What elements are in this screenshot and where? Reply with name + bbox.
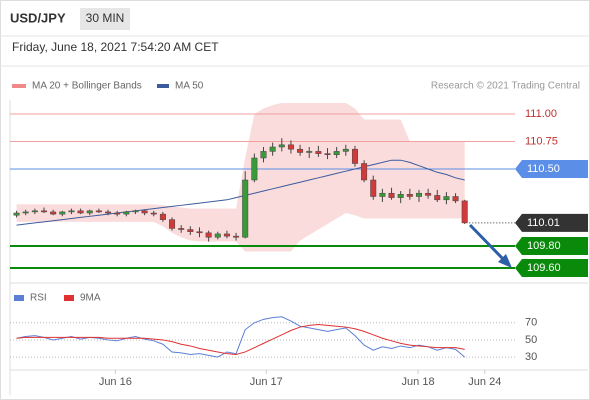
level-label: 111.00 [525,108,557,120]
level-label: 110.50 [527,163,560,175]
candle-body [370,179,377,197]
candle-body [406,194,413,197]
candle-body [105,211,112,214]
candle-body [95,210,102,213]
candle-body [269,146,276,152]
x-tick-label: Jun 24 [468,376,501,388]
legend-label: MA 50 [175,81,204,92]
candle-body [196,231,203,234]
level-label: 110.75 [525,135,558,147]
candle-body [31,210,38,213]
candle-body [50,211,57,215]
candle-body [114,212,121,215]
candle-body [443,196,450,201]
candle-body [388,192,395,198]
candle-body [214,233,221,238]
legend-label: MA 20 + Bollinger Bands [32,81,142,92]
candle-body [178,228,185,230]
rsi-tick-label: 50 [525,334,537,346]
candle-body [169,219,176,229]
x-tick-label: Jun 18 [402,376,435,388]
candle-body [297,148,304,153]
bollinger-band [16,102,465,252]
candle-body [159,213,166,220]
candle-body [150,212,157,215]
candle-body [425,192,432,196]
candle-body [461,200,468,224]
legend-label: 9MA [80,293,101,304]
x-tick-label: Jun 16 [99,376,132,388]
credit: Research © 2021 Trading Central [431,81,580,92]
candle-body [324,153,331,155]
candle-body [13,212,20,216]
candle-body [223,233,230,237]
candle-body [342,148,349,152]
level-label: 109.80 [527,240,561,252]
candle-body [251,157,258,181]
rsi-tick-label: 70 [525,317,537,329]
candle-body [59,211,66,215]
legend-swatch [64,295,74,301]
rsi-line [16,323,465,356]
candle-body [22,211,29,214]
level-label: 110.01 [527,217,560,229]
candle-body [361,163,368,181]
candle-body [132,210,139,213]
ma50-line [16,159,465,226]
timeframe: 30 MIN [86,11,125,25]
candle-body [452,196,459,202]
candle-body [242,179,249,238]
candle-body [287,144,294,150]
candle-body [278,144,285,148]
candle-body [333,151,340,155]
candle-body [141,210,148,214]
legend-swatch [14,295,24,301]
candle-body [351,148,358,164]
candle-body [205,232,212,238]
x-tick-label: Jun 17 [250,376,283,388]
timestamp: Friday, June 18, 2021 7:54:20 AM CET [12,40,219,54]
candle-body [434,195,441,201]
candle-body [187,229,194,232]
candle-body [260,151,267,159]
forecast-arrowhead [498,254,512,268]
level-label-box [515,259,588,278]
candle-body [306,151,313,153]
candle-body [68,210,75,213]
plot: 111.00 110.75 110.50 110.01 109.80 109.60 70 50… [10,102,588,388]
candle-body [86,210,93,214]
candle-body [379,192,386,197]
candle-body [41,210,48,213]
level-label: 109.60 [527,262,561,274]
symbol: USD/JPY [10,10,66,25]
forecast-arrow [468,223,507,263]
rsi-tick-label: 30 [525,351,537,363]
level-label-box [515,159,588,178]
timeframe-badge [80,8,130,30]
candle-body [315,151,322,154]
legend-label: RSI [30,293,47,304]
candle-body [233,235,240,238]
candle-body [397,194,404,198]
candle-body [77,210,84,214]
candle-body [415,192,422,197]
candle-body [123,211,130,215]
level-label-box [515,213,588,232]
level-label-box [515,237,588,256]
